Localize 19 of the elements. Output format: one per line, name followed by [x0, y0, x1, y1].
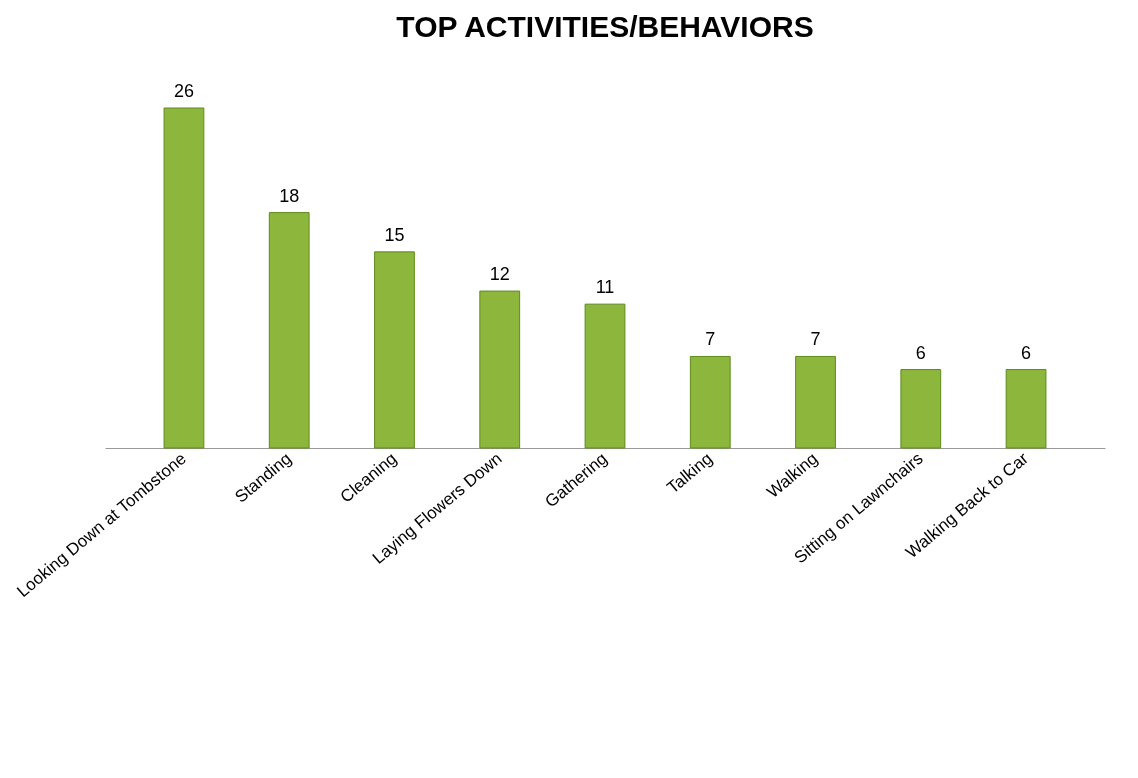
- data-label: 6: [915, 342, 926, 363]
- bar: [268, 212, 310, 449]
- bar: [1005, 369, 1047, 449]
- data-label: 11: [595, 277, 615, 298]
- data-label: 18: [279, 185, 300, 206]
- data-label: 6: [1021, 342, 1032, 363]
- bar: [479, 290, 521, 449]
- bar: [900, 369, 942, 449]
- data-label: 15: [384, 224, 405, 245]
- data-label: 12: [489, 264, 510, 285]
- bar: [374, 251, 415, 449]
- bar: [163, 107, 205, 449]
- chart-title: TOP ACTIVITIES/BEHAVIORS: [396, 10, 814, 43]
- data-label: 7: [810, 329, 821, 350]
- data-label: 26: [173, 81, 194, 101]
- bar: [795, 355, 836, 449]
- bar: [584, 303, 626, 449]
- data-label: 7: [705, 329, 716, 350]
- bar: [689, 355, 731, 449]
